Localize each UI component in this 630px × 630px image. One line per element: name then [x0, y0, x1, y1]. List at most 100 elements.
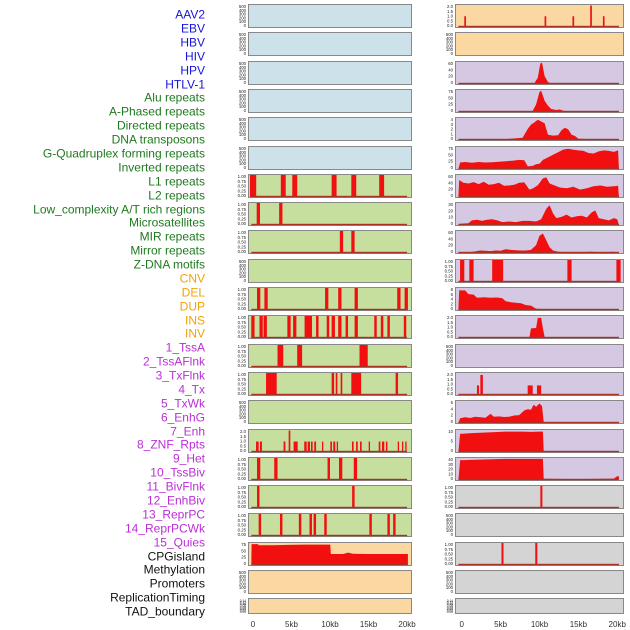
y-tick-label: 1.00 — [238, 174, 247, 179]
y-tick-label: 400 — [239, 64, 247, 69]
y-tick-label: 100 — [239, 76, 247, 81]
y-tick-label: 0.04 — [240, 607, 246, 611]
signal-baseline — [458, 138, 619, 141]
y-tick-label: 1.0 — [447, 14, 454, 19]
y-tick-label: 400 — [239, 574, 247, 579]
signal-bar — [327, 457, 330, 480]
y-tick-label: 0.50 — [445, 495, 454, 500]
track-label-15-quies: 15_Quies — [153, 535, 205, 550]
signal-baseline — [458, 421, 619, 424]
y-tick-label: 0.75 — [445, 490, 454, 495]
y-tick-label: 40 — [448, 180, 453, 185]
signal-bar — [405, 441, 407, 452]
y-tick-label: 0.00 — [238, 306, 247, 311]
y-tick-label: 0 — [244, 165, 247, 170]
x-tick-label: 5kb — [494, 620, 507, 629]
track-label-promoters: Promoters — [149, 576, 205, 591]
signal-bar — [501, 542, 504, 565]
y-tick-label: 500 — [239, 32, 247, 37]
y-tick-label: 0.50 — [238, 381, 247, 386]
signal-bar — [393, 514, 396, 537]
signal-bar — [288, 430, 291, 452]
y-tick-label: 0.75 — [238, 490, 247, 495]
y-tick-label: 400 — [239, 262, 247, 267]
y-tick-label: 1 — [451, 131, 454, 136]
signal-bar — [397, 441, 400, 452]
signal-bar — [354, 288, 358, 310]
signal-bar — [333, 441, 336, 452]
track-label-2-tssaflnk: 2_TssAFlnk — [142, 354, 205, 369]
signal-bar — [354, 316, 358, 339]
y-tick-label: 1.00 — [445, 485, 454, 490]
y-tick-label: 0.25 — [238, 386, 247, 391]
signal-bar — [381, 441, 385, 452]
signal-bar — [335, 372, 338, 395]
y-tick-label: 0 — [451, 193, 454, 198]
track-panel-tad-boundary: 0.140.120.100.080.060.040.020.00 — [447, 598, 624, 615]
track-label-low-complexity-a-t-rich-regions: Low_complexity A/T rich regions — [33, 202, 205, 217]
signal-bar — [536, 385, 542, 395]
y-tick-label: 300 — [239, 125, 247, 130]
y-tick-label: 0.25 — [238, 499, 247, 504]
track-panel-inverted-repeats: 1.000.750.500.250.00 — [238, 315, 412, 340]
y-tick-label: 0 — [244, 278, 247, 283]
signal-bar — [356, 441, 358, 452]
y-tick-label: 200 — [446, 581, 454, 586]
y-tick-label: 100 — [446, 529, 454, 534]
y-tick-label: 300 — [239, 96, 247, 101]
y-tick-label: 0.75 — [238, 320, 247, 325]
track-panel-z-dna-motifs: 1.000.750.500.250.00 — [238, 513, 412, 538]
y-tick-label: 0.00 — [238, 504, 247, 509]
signal-bar — [544, 16, 547, 27]
signal-bar — [374, 316, 377, 339]
y-tick-label: 0.50 — [238, 495, 247, 500]
y-tick-label: 6 — [451, 292, 454, 297]
signal-baseline — [251, 223, 408, 226]
y-tick-label: 500 — [239, 4, 247, 9]
y-tick-label: 25 — [448, 102, 453, 107]
signal-bar — [369, 514, 372, 537]
track-panel-13-reprpc: 6 420 — [451, 400, 624, 425]
y-tick-label: 400 — [446, 574, 454, 579]
signal-baseline — [458, 393, 619, 396]
track-label-ins: INS — [184, 313, 205, 328]
signal-baseline — [251, 478, 408, 480]
track-label-a-phased-repeats: A-Phased repeats — [108, 104, 205, 119]
track-panel-mir-repeats: 1.000.750.500.250.00 — [238, 456, 412, 481]
y-tick-label: 0.50 — [238, 240, 247, 245]
signal-bar — [279, 203, 283, 226]
y-tick-label: 0.12 — [240, 601, 246, 605]
y-tick-label: 0 — [244, 108, 247, 113]
signal-baseline — [458, 223, 619, 226]
y-tick-label: 0 — [244, 419, 247, 424]
y-tick-label: 0.75 — [238, 207, 247, 212]
y-tick-label: 300 — [239, 153, 247, 158]
y-tick-label: 200 — [239, 15, 247, 20]
y-tick-label: 400 — [446, 347, 454, 352]
y-tick-label: 0 — [451, 221, 454, 226]
y-tick-label: 4 — [451, 297, 454, 302]
y-tick-label: 1.00 — [238, 457, 247, 462]
y-tick-label: 2.0 — [447, 315, 454, 320]
signal-bar — [351, 372, 362, 395]
y-tick-label: 0 — [244, 589, 247, 594]
track-panel-promoters: 1.000.750.500.250.00 — [445, 541, 624, 566]
signal-bar — [251, 316, 255, 339]
y-tick-label: 0.25 — [238, 528, 247, 533]
signal-bar — [324, 514, 327, 537]
y-tick-label: 50 — [241, 548, 246, 553]
track-label-mirror-repeats: Mirror repeats — [130, 243, 205, 258]
track-panel-10-tssbiv: 2.01.51.00.50.0 — [447, 315, 624, 340]
signal-area — [458, 148, 619, 169]
signal-bar — [339, 457, 343, 480]
track-label-9-het: 9_Het — [172, 451, 205, 466]
track-label-cpgisland: CPGisland — [147, 549, 205, 564]
y-tick-label: 10 — [448, 471, 453, 476]
y-tick-label: 0.00 — [238, 476, 247, 481]
y-tick-label: 0 — [451, 108, 454, 113]
track-panel-l1-repeats: 1.000.750.500.250.00 — [238, 343, 412, 368]
